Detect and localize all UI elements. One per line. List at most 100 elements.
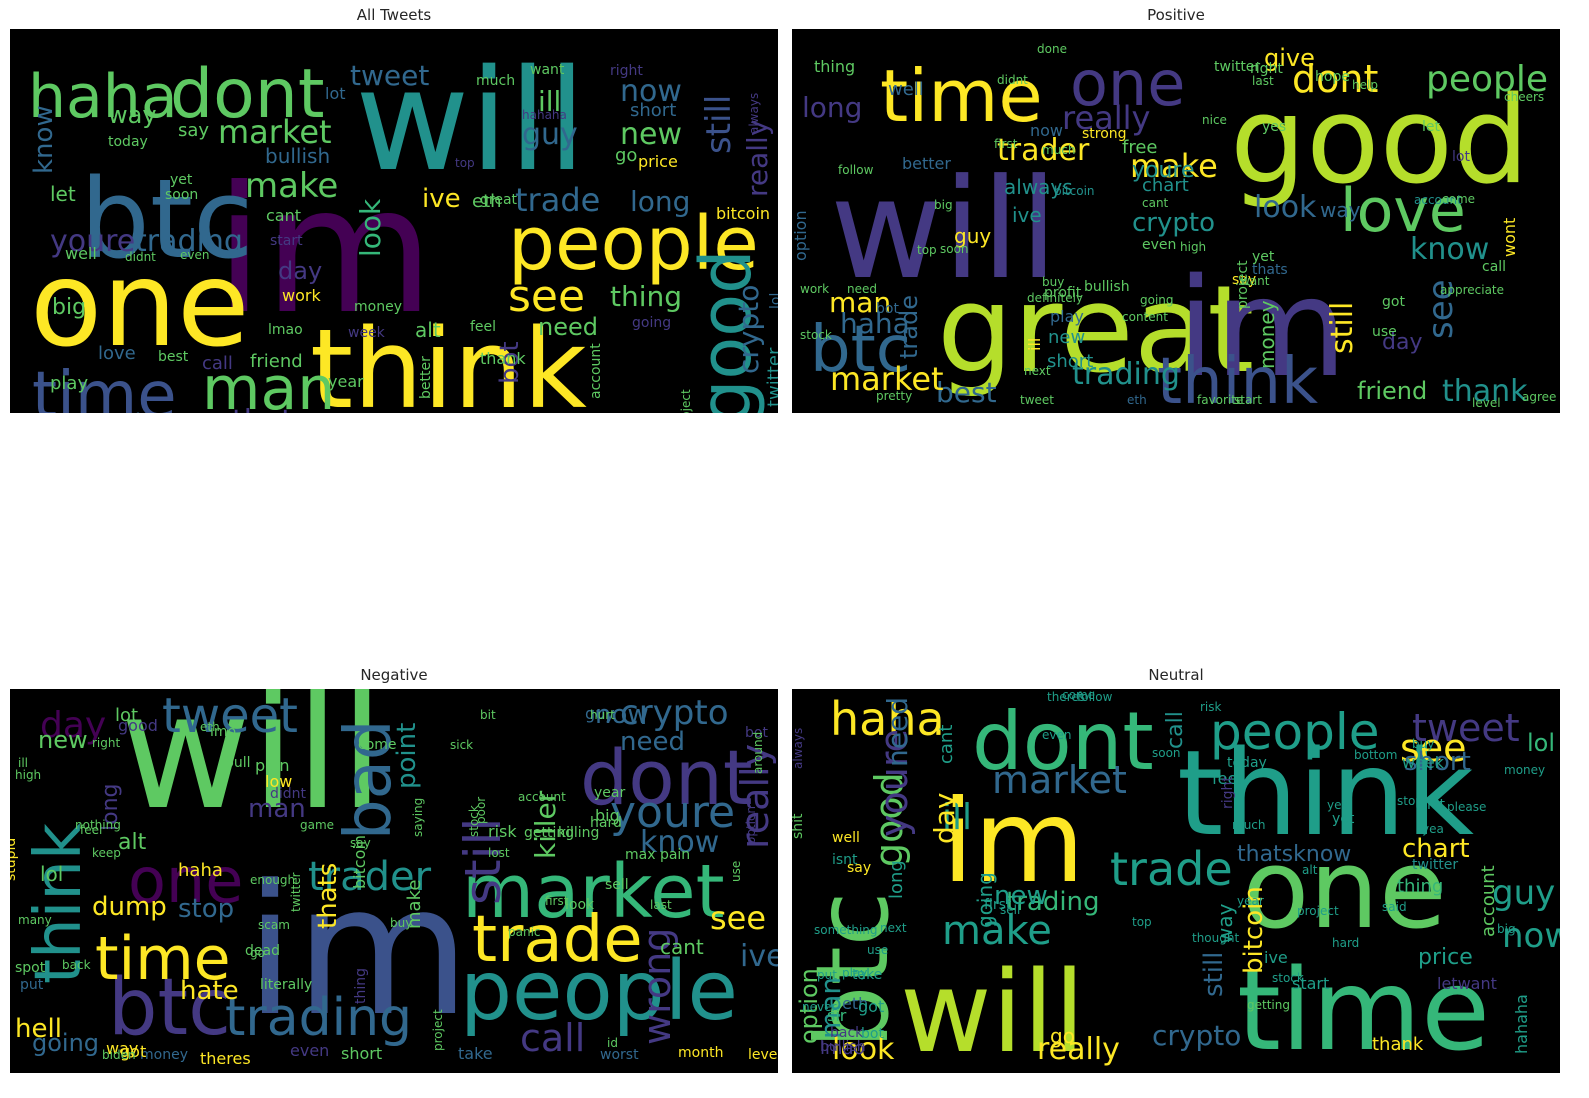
wordcloud-word: pain	[255, 756, 290, 775]
wordcloud-word: cant	[660, 935, 704, 959]
wordcloud-word: now	[1502, 916, 1560, 956]
wordcloud-word: twitter	[289, 872, 303, 912]
wordcloud-word: said	[1382, 900, 1407, 914]
wordcloud-word: even	[180, 248, 209, 262]
wordcloud-word: trader	[92, 409, 166, 413]
wordcloud-word: chart	[578, 410, 646, 413]
wordcloud-word: see	[1421, 279, 1461, 339]
wordcloud-word: today	[1227, 755, 1267, 771]
wordcloud-word: im	[245, 847, 470, 1056]
wordcloud-word: put	[20, 977, 44, 993]
wordcloud-word: man	[248, 794, 306, 824]
wordcloud-word: way	[108, 101, 157, 129]
wordcloud-word: top	[455, 156, 475, 170]
wordcloud-word: take	[852, 967, 882, 983]
wordcloud-word: saying	[411, 798, 425, 837]
wordcloud-word: let	[1422, 119, 1441, 135]
wordcloud-word: much	[1042, 143, 1076, 157]
wordcloud-word: letwant	[1437, 974, 1497, 993]
wordcloud-word: time	[880, 54, 1043, 138]
wordcloud-word: time	[1237, 946, 1490, 1073]
wordcloud-word: trade	[895, 295, 923, 359]
wordcloud-word: done	[1037, 42, 1067, 56]
wordcloud-word: account	[1478, 865, 1499, 937]
wordcloud-word: stock	[1272, 971, 1304, 985]
wordcloud-word: please	[1447, 800, 1486, 814]
wordcloud-word: right	[1250, 61, 1283, 77]
wordcloud-word: think	[22, 823, 96, 984]
wordcloud-word: next	[1024, 364, 1051, 378]
wordcloud-word: month	[678, 1045, 723, 1061]
wordcloud-word: long	[802, 91, 862, 124]
wordcloud-word: btc	[794, 891, 911, 1049]
wordcloud-word: cant	[1142, 196, 1169, 210]
wordcloud-word: bitcoin	[1239, 886, 1269, 974]
wordcloud-word: make	[942, 908, 1052, 954]
wordcloud-word: thought	[1192, 931, 1239, 945]
wordcloud-word: new	[620, 117, 682, 152]
wordcloud-word: need	[620, 727, 685, 757]
wordcloud-word: soon	[940, 242, 969, 256]
wordcloud-word: twitter	[764, 347, 778, 407]
wordcloud-word: trading	[1006, 887, 1100, 917]
wordcloud-word: want	[1240, 274, 1270, 288]
wordcloud-word: buy	[1042, 275, 1064, 289]
wordcloud-word: biden	[102, 1048, 136, 1062]
wordcloud-word: next	[880, 921, 907, 935]
wordcloud-word: lol	[1527, 729, 1555, 757]
wordcloud-word: bullish	[820, 1039, 866, 1055]
wordcloud-word: youre	[1132, 158, 1195, 183]
wordcloud-word: long	[886, 860, 907, 899]
wordcloud-word: trader	[997, 133, 1090, 168]
wordcloud-word: big	[934, 198, 953, 212]
wordcloud-word: yet	[1332, 811, 1355, 827]
wordcloud-word: market	[830, 360, 944, 398]
wordcloud-word: lol	[768, 293, 778, 309]
wordcloud-word: soon	[165, 187, 198, 203]
wordcloud-word: im	[942, 775, 1085, 908]
wordcloud-canvas: will time one think im btc dont people haha marke…	[792, 689, 1560, 1073]
wordcloud-word: follow	[838, 163, 874, 177]
wordcloud-word: hurt	[590, 708, 615, 722]
wordcloud-word: top	[1132, 915, 1152, 929]
wordcloud-word: ill	[18, 756, 28, 770]
wordcloud-word: today	[108, 134, 148, 150]
wordcloud-word: profit	[1044, 285, 1082, 301]
wordcloud-word: big	[1497, 922, 1516, 936]
wordcloud-word: project	[1235, 260, 1251, 309]
wordcloud-word: well	[888, 79, 924, 100]
wordcloud-word: even	[1142, 237, 1176, 253]
wordcloud-word: hell	[15, 1014, 62, 1044]
wordcloud-word: enough	[250, 873, 295, 887]
wordcloud-word: haha	[28, 62, 178, 132]
wordcloud-word: got	[858, 997, 884, 1016]
wordcloud-word: chart	[1402, 834, 1470, 864]
wordcloud-word: always	[1004, 175, 1073, 199]
wordcloud-word: killing	[558, 825, 599, 841]
wordcloud-word: good	[1230, 72, 1529, 211]
wordcloud-word: look	[565, 897, 595, 913]
wordcloud-word: need	[881, 697, 914, 767]
wordcloud-word: option	[744, 806, 758, 844]
wordcloud-word: many	[18, 913, 52, 927]
wordcloud-word: use	[1372, 324, 1397, 340]
wordcloud-word: dont	[1292, 57, 1378, 101]
wordcloud-word: really	[1062, 99, 1150, 137]
wordcloud-word: thing	[814, 57, 855, 76]
wordcloud-word: trading	[135, 224, 243, 259]
wordcloud-word: bot	[861, 1026, 884, 1042]
wordcloud-word: thats	[232, 404, 309, 413]
wordcloud-word: lot	[325, 84, 346, 103]
wordcloud-word: thatsknow	[1237, 842, 1351, 867]
wordcloud-word: nice	[1202, 113, 1227, 127]
wordcloud-word: day	[1382, 330, 1422, 355]
wordcloud-word: risk	[1200, 700, 1222, 714]
wordcloud-word: getting	[524, 825, 574, 841]
wordcloud-word: best	[158, 349, 189, 365]
wordcloud-word: say	[178, 120, 209, 141]
wordcloud-word: great	[480, 192, 518, 208]
wordcloud-word: never	[802, 1000, 836, 1014]
wordcloud-word: work	[282, 286, 321, 305]
